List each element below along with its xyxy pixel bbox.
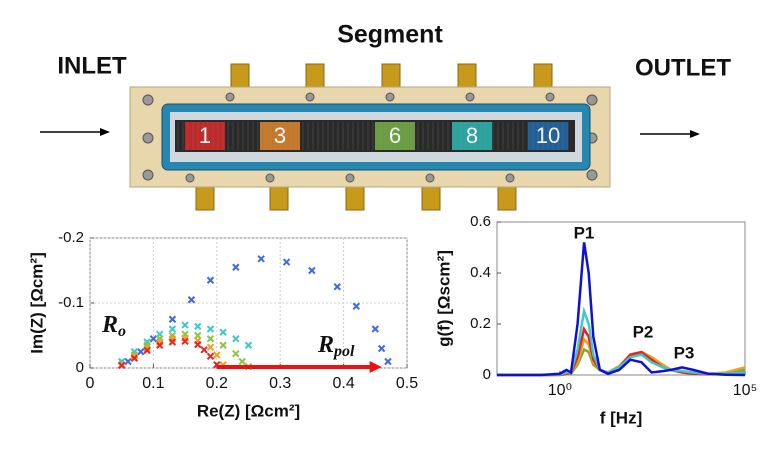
y-tick-label: 0.4 [470,264,491,281]
point [181,321,189,329]
inlet-label: INLET [57,52,127,79]
chart: 0 0.2 0.4 0.6 10⁰ 10⁵ f [Hz] g(f) [Ωscm²] P1 P2 P3 [434,213,757,428]
y-tick-label: -0.2 [58,229,84,246]
ro-label: Ro [101,312,126,340]
rpol-label-base: R [317,332,334,358]
y-tick-label: 0 [483,366,491,383]
peak-label: P3 [674,343,695,362]
point [149,335,158,343]
point [232,263,240,271]
point [219,328,227,336]
point [168,325,177,333]
segment [452,122,492,150]
point [156,341,164,349]
line [497,242,746,377]
point [187,296,196,304]
point [232,335,240,343]
rpol-arrow-head [369,361,382,373]
plot-area [496,221,746,376]
point [282,258,291,266]
point [232,349,240,358]
point [333,283,341,291]
point [206,343,215,351]
point [181,337,189,346]
peak-label: P2 [633,322,654,341]
point [308,266,316,275]
x-tick-label: 0.3 [269,375,291,392]
top-tabs [230,63,553,91]
outlet-arrow-head [690,130,700,138]
point [143,344,151,353]
point [130,352,139,361]
y-axis-label: Im(Z) [Ωcm²] [27,252,46,353]
ro-label-base: R [101,312,118,338]
point [124,357,132,366]
rpol-label: Rpol [317,332,355,360]
point [206,325,215,333]
point [377,344,386,353]
point [194,340,202,349]
point [137,348,145,356]
point [130,354,139,362]
point [206,335,215,343]
diagram-title: Segment [337,21,443,49]
segment-label: 3 [274,123,286,148]
y-tick-label: 0.6 [470,213,491,230]
point [219,341,227,349]
point [244,341,253,349]
point [384,357,392,366]
point [143,346,151,355]
x-axis-label: f [Hz] [600,408,642,427]
x-tick-label: 0.4 [332,375,354,392]
bottom-tabs [195,183,517,211]
point [206,276,215,284]
segment-label: 1 [199,123,211,148]
segment [185,122,225,150]
inlet-arrow-head [100,128,110,136]
y-tick-label: -0.1 [58,294,84,311]
chart: 0 -0.1 -0.2 0 0.1 0.2 0.3 0.4 0.5 Re(Z) [Ωcm²] Im(… [27,229,418,421]
point [238,357,246,366]
x-tick-label: 0.1 [142,375,164,392]
point [194,322,202,331]
point [257,255,265,263]
x-tick-label: 0 [86,375,95,392]
segment-label: 8 [466,123,478,148]
device [40,63,700,211]
x-tick-label: 0.5 [396,375,418,392]
y-tick-label: 0 [76,359,84,376]
segment [375,122,415,150]
point [117,361,126,370]
y-axis-label: g(f) [Ωscm²] [434,250,453,347]
y-tick-label: 0.2 [470,315,491,332]
point [168,315,177,323]
segment-label: 6 [389,123,401,148]
ro-label-sub: o [118,323,126,340]
x-tick-label: 0.2 [206,375,228,392]
point [213,351,221,359]
point [168,338,177,346]
peak-label: P1 [574,223,595,242]
x-tick-label: 10⁰ [548,382,572,399]
x-axis-label: Re(Z) [Ωcm²] [197,401,300,420]
segment [260,122,300,150]
point [200,346,208,354]
x-tick-label: 10⁵ [733,382,757,399]
point [352,302,360,310]
point [206,352,215,361]
rpol-label-sub: pol [332,343,355,360]
point [371,325,380,333]
outlet-label: OUTLET [635,54,731,81]
